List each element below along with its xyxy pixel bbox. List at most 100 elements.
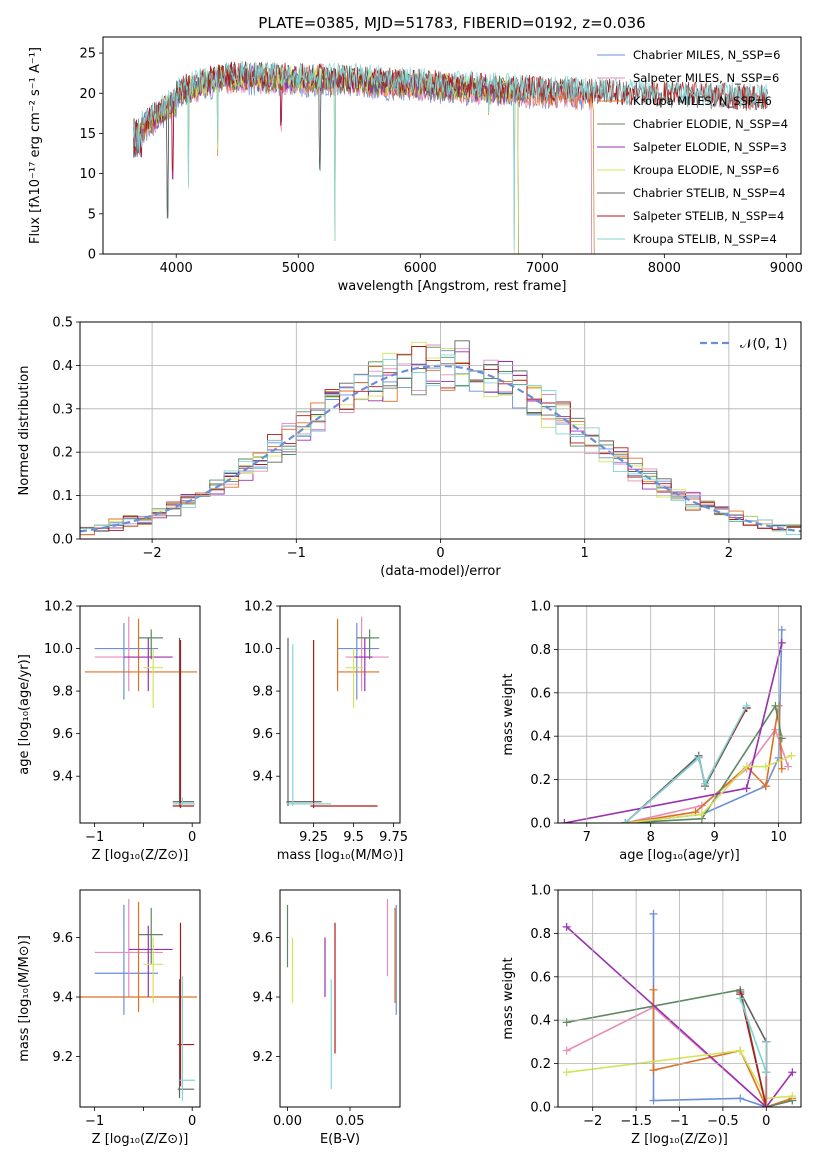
- weight-marker: [761, 762, 770, 771]
- weight-marker: [788, 1068, 797, 1077]
- legend-label: Salpeter ELODIE, N_SSP=3: [633, 140, 787, 154]
- y-tick-label: 9.6: [52, 727, 73, 742]
- weight-line-2: [624, 705, 783, 823]
- y-tick-label: 9.6: [252, 727, 273, 742]
- axes-frame: [557, 605, 802, 824]
- panel-residuals: −2 −1 0 1 2 0.0 0.1 0.2 0.3 0.4 0.5 (data-model)/er…: [17, 316, 802, 579]
- x-tick-label: 10: [770, 830, 787, 845]
- weight-marker: [742, 701, 751, 710]
- axes-frame: [79, 605, 201, 824]
- axes-frame: [279, 889, 401, 1108]
- spectrum-line-7: [133, 61, 768, 172]
- legend: 𝒩(0, 1): [700, 337, 787, 352]
- x-tick-label: −1: [85, 1114, 104, 1129]
- y-tick-label: 10: [79, 167, 96, 182]
- weight-marker: [761, 782, 770, 791]
- y-tick-label: 5: [88, 207, 96, 222]
- y-tick-label: 9.4: [252, 770, 273, 785]
- panel-spectrum: 4000 5000 6000 7000 8000 9000 0 5 10 15 20 25 wavele…: [28, 14, 803, 294]
- x-tick-label: 4000: [160, 261, 193, 276]
- weight-marker: [562, 1046, 571, 1055]
- legend-label: Kroupa STELIB, N_SSP=4: [633, 232, 777, 246]
- x-tick-label: −1: [287, 546, 306, 561]
- y-tick-label: 0.0: [52, 533, 73, 548]
- x-axis-label: Z [log₁₀(Z/Z⊙)]: [92, 1132, 189, 1147]
- legend-label: Salpeter MILES, N_SSP=6: [633, 71, 779, 85]
- y-tick-label: 0: [88, 248, 96, 263]
- x-tick-label: 9.25: [299, 830, 328, 845]
- weight-marker: [736, 1094, 745, 1103]
- y-tick-label: 15: [79, 127, 96, 142]
- y-axis-label: mass weight: [501, 673, 516, 755]
- y-tick-label: 0.4: [530, 1014, 551, 1029]
- chart-title: PLATE=0385, MJD=51783, FIBERID=0192, z=0…: [258, 14, 645, 32]
- x-tick-label: 5000: [282, 261, 315, 276]
- legend-label: Chabrier ELODIE, N_SSP=4: [633, 117, 788, 131]
- panel-age-vs-z: −1 0 9.4 9.6 9.8 10.0 10.2 Z [log₁₀(Z/Z⊙)] age […: [17, 600, 201, 863]
- legend-label: Salpeter STELIB, N_SSP=4: [633, 209, 784, 223]
- x-tick-label: 9: [711, 830, 719, 845]
- y-tick-label: 0.3: [52, 402, 73, 417]
- x-tick-label: 0: [188, 830, 196, 845]
- y-tick-label: 0.0: [530, 1101, 551, 1116]
- y-axis-label: Flux [fλ10⁻¹⁷ erg cm⁻² s⁻¹ A⁻¹]: [28, 47, 43, 244]
- y-tick-label: 10.2: [44, 600, 73, 615]
- y-tick-label: 9.6: [52, 931, 73, 946]
- weight-marker: [777, 734, 786, 743]
- axes-frame: [557, 889, 802, 1108]
- x-tick-label: 7: [583, 830, 591, 845]
- axes-frame: [102, 36, 802, 255]
- x-tick-label: 8000: [648, 261, 681, 276]
- y-tick-label: 0.0: [530, 817, 551, 832]
- x-tick-label: 6000: [404, 261, 437, 276]
- x-tick-label: 9000: [770, 261, 803, 276]
- y-tick-label: 10.0: [44, 642, 73, 657]
- weight-marker: [562, 1018, 571, 1027]
- weight-line-4: [564, 642, 783, 823]
- x-tick-label: 0.00: [273, 1114, 302, 1129]
- y-axis-label: mass weight: [501, 957, 516, 1039]
- plot-area: [560, 625, 796, 823]
- weight-marker: [694, 753, 703, 762]
- x-axis-label: E(B-V): [320, 1132, 360, 1147]
- x-axis-label: Z [log₁₀(Z/Z⊙)]: [92, 848, 189, 863]
- panel-weight-vs-z: −2 −1.5 −1 −0.5 0 0.0 0.2 0.4 0.6 0.8 1.0 Z [log₁₀(…: [501, 884, 802, 1147]
- weight-line-6: [624, 707, 748, 823]
- y-tick-label: 9.4: [52, 991, 73, 1006]
- weight-marker: [771, 701, 780, 710]
- x-axis-label: Z [log₁₀(Z/Z⊙)]: [631, 1132, 728, 1147]
- y-tick-label: 9.4: [252, 991, 273, 1006]
- y-tick-label: 1.0: [530, 884, 551, 899]
- y-tick-label: 9.6: [252, 931, 273, 946]
- axes-frame: [79, 321, 802, 540]
- y-tick-label: 1.0: [530, 600, 551, 615]
- weight-marker: [562, 922, 571, 931]
- weight-marker: [784, 762, 793, 771]
- weight-marker: [697, 810, 706, 819]
- y-tick-label: 0.8: [530, 643, 551, 658]
- plot-area: [133, 61, 768, 254]
- y-tick-label: 20: [79, 87, 96, 102]
- y-tick-label: 9.4: [52, 770, 73, 785]
- panel-ebv: 0.00 0.05 9.2 9.4 9.6 E(B-V): [252, 889, 401, 1147]
- weight-line-5: [625, 754, 792, 823]
- legend-label: 𝒩(0, 1): [740, 337, 787, 352]
- y-tick-label: 0.6: [530, 686, 551, 701]
- plot-area: [80, 898, 198, 1102]
- weight-marker: [788, 1092, 797, 1101]
- weight-line-4: [566, 926, 793, 1107]
- x-tick-label: −2: [143, 546, 162, 561]
- x-axis-label: (data-model)/error: [380, 564, 501, 579]
- y-tick-label: 9.8: [252, 685, 273, 700]
- legend-label: Kroupa ELODIE, N_SSP=6: [633, 163, 779, 177]
- weight-marker: [621, 819, 630, 823]
- x-tick-label: 9.5: [343, 830, 364, 845]
- y-tick-label: 0.5: [52, 316, 73, 331]
- y-tick-label: 0.2: [530, 1057, 551, 1072]
- legend-label: Chabrier MILES, N_SSP=6: [633, 48, 780, 62]
- x-tick-label: −1: [85, 830, 104, 845]
- weight-line-8: [624, 705, 748, 823]
- weight-marker: [736, 994, 745, 1003]
- x-tick-label: 0: [188, 1114, 196, 1129]
- x-tick-label: −0.5: [707, 1114, 739, 1129]
